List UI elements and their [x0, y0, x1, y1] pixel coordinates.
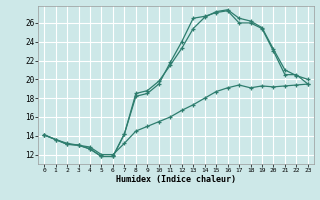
X-axis label: Humidex (Indice chaleur): Humidex (Indice chaleur) [116, 175, 236, 184]
